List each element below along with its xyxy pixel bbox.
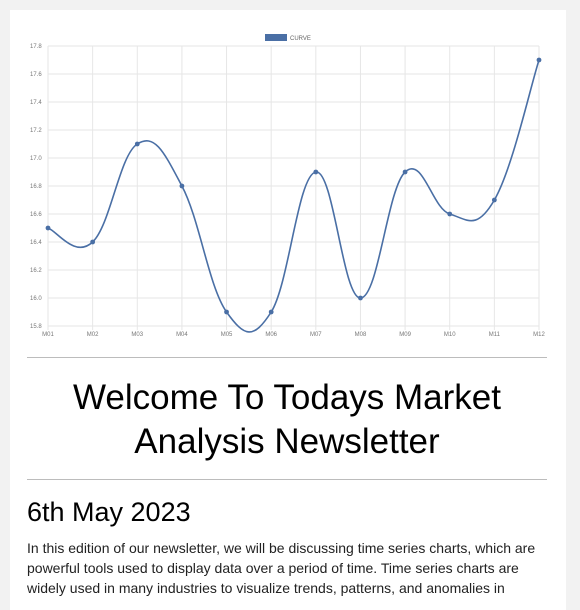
- y-tick-label: 17.0: [30, 156, 42, 162]
- y-tick-label: 17.4: [30, 100, 42, 106]
- intro-paragraph: In this edition of our newsletter, we wi…: [27, 540, 536, 596]
- series-line: [47, 59, 540, 333]
- divider-bottom: [27, 479, 547, 480]
- y-tick-label: 17.6: [30, 72, 42, 78]
- chart-legend: CURVE: [265, 34, 311, 42]
- data-point: [536, 57, 542, 63]
- data-point: [224, 309, 229, 315]
- y-tick-label: 16.8: [30, 184, 42, 190]
- x-tick-label: M03: [131, 332, 143, 338]
- data-point: [358, 295, 363, 301]
- y-tick-label: 16.6: [30, 212, 42, 218]
- chart-series: [45, 57, 542, 333]
- data-point: [45, 225, 51, 231]
- data-point: [134, 141, 140, 147]
- data-point: [90, 239, 96, 245]
- y-tick-label: 16.0: [30, 296, 42, 302]
- x-tick-label: M02: [87, 332, 99, 338]
- newsletter-page: 15.8 16.0 16.2 16.4 16.6 16.8 17.0 17.2 17.4 17.6…: [10, 10, 566, 610]
- y-tick-label: 16.2: [30, 268, 42, 274]
- divider-top: [27, 357, 547, 358]
- x-tick-label: M10: [444, 332, 456, 338]
- chart-grid: [47, 45, 540, 330]
- data-point: [179, 183, 185, 189]
- time-series-chart: 15.8 16.0 16.2 16.4 16.6 16.8 17.0 17.2 17.4 17.6…: [30, 34, 545, 338]
- legend-label: CURVE: [290, 36, 311, 42]
- y-tick-label: 15.8: [30, 324, 42, 330]
- x-tick-label: M08: [355, 332, 367, 338]
- data-point: [268, 309, 274, 315]
- x-tick-label: M04: [176, 332, 188, 338]
- y-tick-label: 16.4: [30, 240, 42, 246]
- x-tick-label: M11: [489, 332, 501, 338]
- x-tick-label: M05: [221, 332, 233, 338]
- data-point: [313, 169, 319, 175]
- x-tick-label: M01: [42, 332, 54, 338]
- issue-date: 6th May 2023: [27, 497, 191, 527]
- data-point: [447, 211, 453, 217]
- data-point: [402, 169, 408, 175]
- y-tick-label: 17.2: [30, 128, 42, 134]
- page-title: Welcome To Todays Market Analysis Newsle…: [73, 378, 501, 461]
- chart-axes: 15.8 16.0 16.2 16.4 16.6 16.8 17.0 17.2 17.4 17.6…: [30, 44, 545, 338]
- x-tick-label: M12: [533, 332, 545, 338]
- x-tick-label: M06: [265, 332, 277, 338]
- x-tick-label: M09: [399, 332, 411, 338]
- legend-swatch: [265, 34, 287, 41]
- x-tick-label: M07: [310, 332, 322, 338]
- data-point: [491, 197, 497, 203]
- y-tick-label: 17.8: [30, 44, 42, 50]
